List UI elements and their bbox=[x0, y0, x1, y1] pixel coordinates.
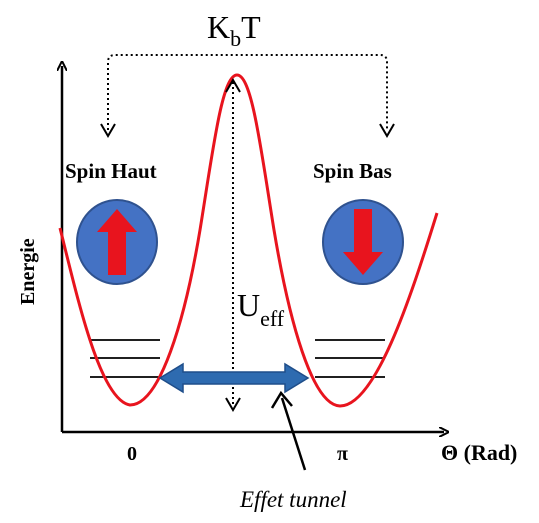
tunnel-double-arrow bbox=[158, 362, 310, 394]
spin-down-circle bbox=[322, 199, 404, 285]
spin-up-label: Spin Haut bbox=[65, 159, 157, 183]
spin-down-label: Spin Bas bbox=[313, 159, 392, 183]
left-energy-levels bbox=[90, 339, 160, 378]
tunnel-pointer-head bbox=[270, 390, 293, 409]
tick-zero-label: 0 bbox=[127, 443, 137, 465]
red-up-arrow-icon bbox=[97, 209, 137, 275]
kbt-left-arrowhead bbox=[100, 123, 116, 138]
spin-up-circle bbox=[76, 199, 158, 285]
ueff-bottom-arrowhead bbox=[225, 397, 241, 412]
x-axis-label: Θ (Rad) bbox=[441, 440, 517, 465]
kbt-dotted-bracket bbox=[107, 54, 388, 130]
y-axis-label: Energie bbox=[17, 238, 39, 305]
ueff-top-arrowhead bbox=[225, 78, 241, 93]
red-down-arrow-icon bbox=[343, 209, 383, 275]
tunnel-pointer-line bbox=[280, 397, 307, 471]
tunnel-label: Effet tunnel bbox=[239, 487, 347, 512]
kbt-label: KbT bbox=[207, 9, 261, 51]
right-energy-levels bbox=[315, 339, 385, 378]
potential-curve bbox=[58, 73, 439, 408]
ueff-label: Ueff bbox=[237, 287, 285, 331]
tick-pi-label: π bbox=[337, 443, 348, 465]
kbt-right-arrowhead bbox=[379, 123, 395, 138]
